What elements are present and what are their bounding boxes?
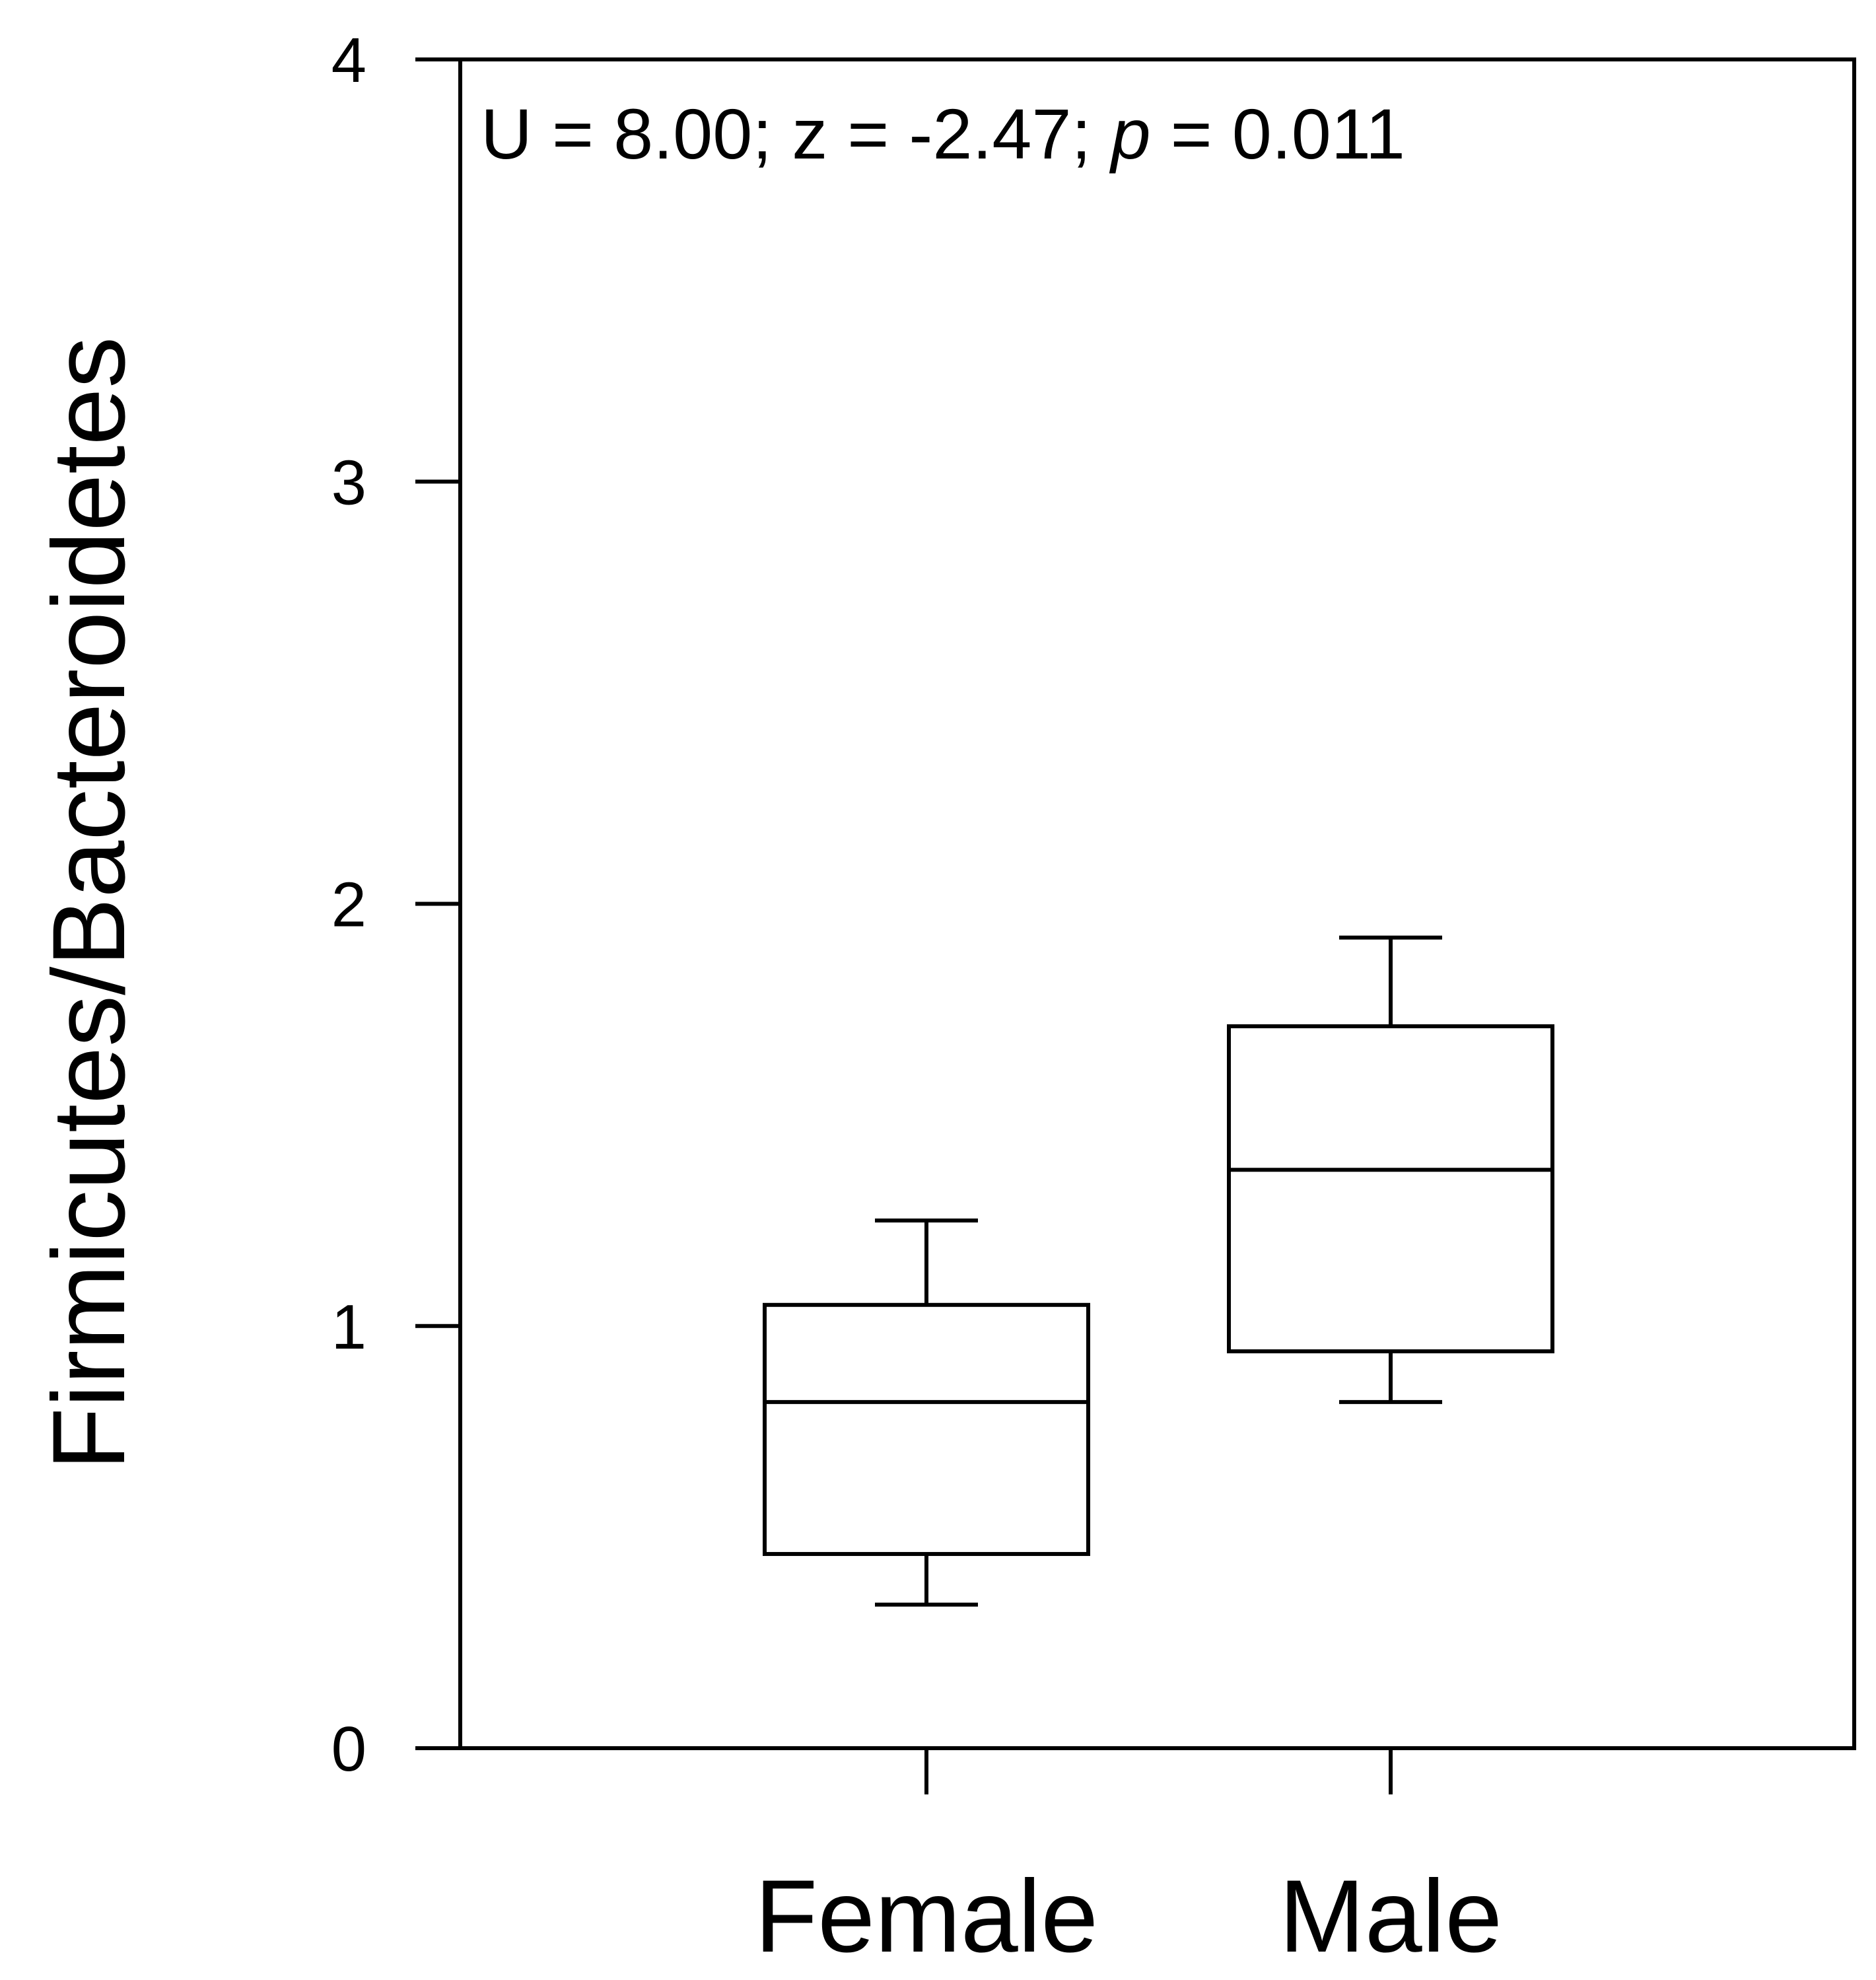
plot-border <box>458 57 1856 1750</box>
box-female <box>763 1218 1090 1607</box>
plot-frame <box>458 57 1856 1750</box>
stat-annotation-prefix: U = 8.00; z = -2.47; <box>481 94 1111 174</box>
boxes-layer <box>763 935 1554 1607</box>
y-tick-label-2: 2 <box>331 870 366 940</box>
y-tick-label-4: 4 <box>331 25 366 96</box>
stat-annotation: U = 8.00; z = -2.47; p = 0.011 <box>481 94 1405 174</box>
x-axis: Female Male <box>755 1748 1502 1974</box>
iqr-box-female <box>763 1302 1090 1556</box>
y-tick-label-3: 3 <box>331 447 366 518</box>
y-tick-label-1: 1 <box>331 1292 366 1362</box>
box-male <box>1227 935 1554 1404</box>
y-axis-title: Firmicutes/Bacteroidetes <box>32 337 147 1471</box>
y-tick-label-0: 0 <box>331 1714 366 1785</box>
stat-annotation-suffix: = 0.011 <box>1151 94 1405 174</box>
x-category-label-female: Female <box>755 1859 1098 1974</box>
x-category-label-male: Male <box>1279 1859 1502 1974</box>
iqr-box-male <box>1227 1024 1554 1354</box>
stat-annotation-italic: p <box>1109 94 1151 174</box>
y-axis: 0 1 2 3 4 <box>331 25 460 1785</box>
